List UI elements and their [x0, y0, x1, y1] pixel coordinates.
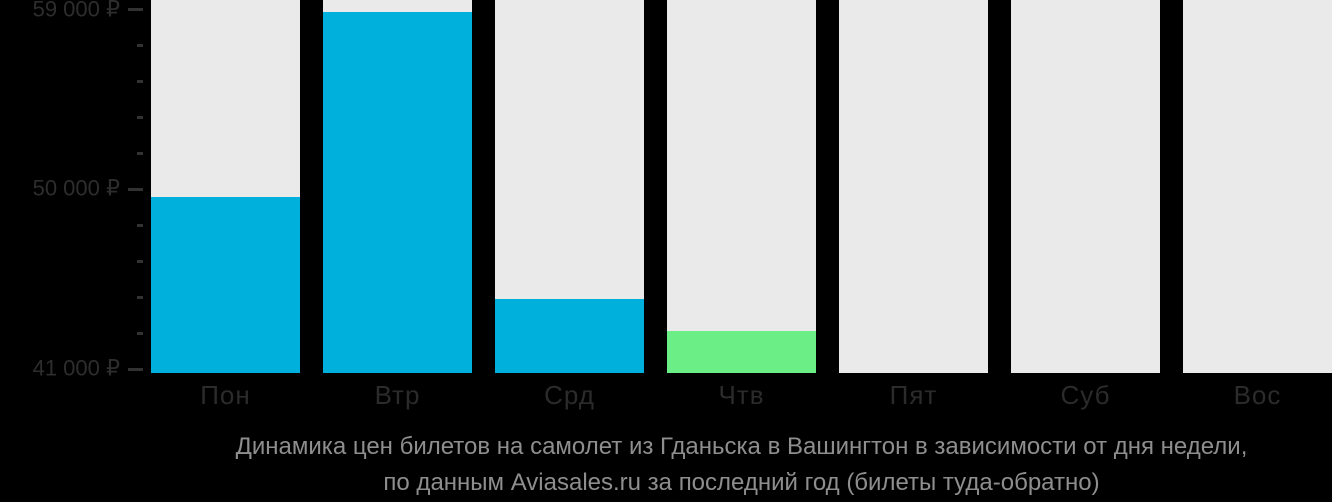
y-axis-tick-label-59000: 59 000 ₽: [0, 0, 120, 22]
chart-caption: Динамика цен билетов на самолет из Гдань…: [151, 429, 1332, 501]
column-track-Пят: [839, 0, 988, 373]
price-by-weekday-chart: 59 000 ₽ 50 000 ₽ 41 000 ₽ Пон Втр Срд Чтв Пят…: [0, 0, 1332, 502]
y-axis-tick-label-41000: 41 000 ₽: [0, 355, 120, 381]
column-track-Втр: [323, 0, 472, 373]
y-axis-minor-tick-46400: [137, 260, 143, 263]
x-axis-label-Втр: Втр: [323, 380, 472, 410]
caption-line-1: Динамика цен билетов на самолет из Гдань…: [151, 429, 1332, 465]
y-axis-major-tick-59000: [128, 8, 143, 11]
y-axis-minor-tick-44600: [137, 296, 143, 299]
y-axis-minor-tick-57200: [137, 44, 143, 47]
x-axis-label-Вос: Вос: [1183, 380, 1332, 410]
price-bar-Чтв: [667, 331, 816, 373]
x-axis-label-Пят: Пят: [839, 380, 988, 410]
y-axis-minor-tick-53600: [137, 116, 143, 119]
y-axis-minor-tick-55400: [137, 80, 143, 83]
price-bar-Пон: [151, 197, 300, 373]
caption-line-2: по данным Aviasales.ru за последний год …: [151, 465, 1332, 501]
price-bar-Втр: [323, 12, 472, 373]
x-axis-label-Суб: Суб: [1011, 380, 1160, 410]
y-axis-minor-tick-42800: [137, 332, 143, 335]
y-axis-tick-label-50000: 50 000 ₽: [0, 176, 120, 202]
x-axis-label-Пон: Пон: [151, 380, 300, 410]
column-track-Пон: [151, 0, 300, 373]
column-track-Срд: [495, 0, 644, 373]
y-axis-major-tick-41000: [128, 368, 143, 371]
y-axis-minor-tick-51800: [137, 152, 143, 155]
column-track-Чтв: [667, 0, 816, 373]
price-bar-Срд: [495, 299, 644, 373]
y-axis-minor-tick-48200: [137, 224, 143, 227]
x-axis-label-Срд: Срд: [495, 380, 644, 410]
column-track-Суб: [1011, 0, 1160, 373]
y-axis-major-tick-50000: [128, 188, 143, 191]
column-track-Вос: [1183, 0, 1332, 373]
plot-area: 59 000 ₽50 000 ₽41 000 ₽ ПонВтрСрдЧтвПят…: [0, 0, 1332, 373]
x-axis-label-Чтв: Чтв: [667, 380, 816, 410]
